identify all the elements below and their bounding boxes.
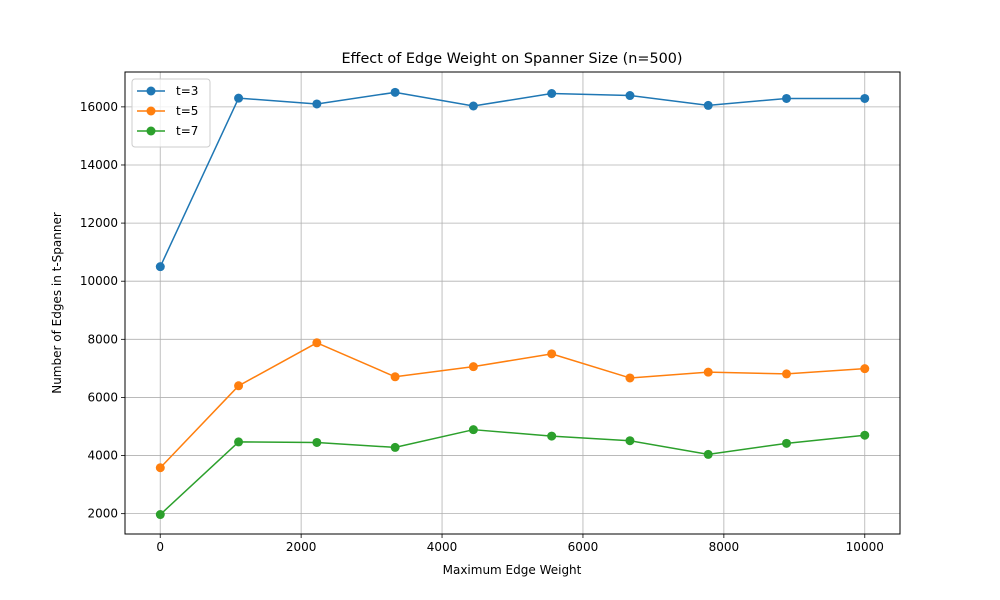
- data-point: [703, 449, 713, 459]
- data-point: [547, 349, 557, 359]
- data-point: [625, 436, 635, 446]
- series-t-7: [155, 425, 870, 520]
- legend-item: t=7: [137, 124, 198, 138]
- legend-label: t=5: [176, 104, 198, 118]
- data-point: [312, 338, 322, 348]
- data-point: [312, 437, 322, 447]
- data-point: [155, 262, 165, 272]
- series-t-3: [155, 87, 870, 272]
- y-tick-label: 12000: [80, 216, 118, 230]
- x-tick-label: 2000: [286, 540, 317, 554]
- legend-marker: [146, 126, 156, 136]
- data-point: [390, 87, 400, 97]
- legend-item: t=3: [137, 84, 198, 98]
- data-point: [703, 367, 713, 377]
- x-tick-label: 0: [156, 540, 164, 554]
- legend-label: t=3: [176, 84, 198, 98]
- data-point: [781, 369, 791, 379]
- data-point: [234, 93, 244, 103]
- legend-marker: [146, 86, 156, 96]
- series-line: [159, 428, 865, 516]
- data-point: [860, 93, 870, 103]
- y-tick-label: 14000: [80, 158, 118, 172]
- gridlines: [125, 72, 900, 534]
- plot-frame: [124, 71, 901, 535]
- x-tick-label: 10000: [846, 540, 884, 554]
- y-tick-label: 16000: [80, 100, 118, 114]
- data-point: [781, 93, 791, 103]
- x-tick-label: 8000: [709, 540, 740, 554]
- data-point: [155, 463, 165, 473]
- data-point: [547, 431, 557, 441]
- series-t-5: [155, 338, 870, 473]
- data-point: [860, 430, 870, 440]
- data-point: [625, 91, 635, 101]
- legend-item: t=5: [137, 104, 198, 118]
- x-axis-title: Maximum Edge Weight: [443, 563, 582, 577]
- data-point: [468, 101, 478, 111]
- data-point: [703, 100, 713, 110]
- data-point: [390, 442, 400, 452]
- chart-title: Effect of Edge Weight on Spanner Size (n…: [341, 51, 682, 67]
- data-point: [155, 510, 165, 520]
- y-tick-label: 8000: [87, 332, 118, 346]
- data-point: [234, 381, 244, 391]
- legend-label: t=7: [176, 124, 198, 138]
- data-point: [860, 364, 870, 374]
- y-axis-title: Number of Edges in t-Spanner: [50, 212, 64, 394]
- data-point: [781, 438, 791, 448]
- y-tick-label: 2000: [87, 507, 118, 521]
- data-point: [468, 425, 478, 435]
- legend-marker: [146, 106, 156, 116]
- data-point: [390, 372, 400, 382]
- y-tick-label: 10000: [80, 274, 118, 288]
- y-tick-label: 6000: [87, 390, 118, 404]
- data-point: [468, 362, 478, 372]
- series-group: [155, 87, 870, 520]
- x-tick-label: 6000: [568, 540, 599, 554]
- series-line: [159, 342, 865, 469]
- legend: t=3 t=5 t=7: [131, 78, 211, 148]
- series-line: [159, 91, 865, 267]
- axis-ticks: 0 2000 4000 6000 8000 10000 2000 4000 6000 8000 10…: [80, 100, 884, 554]
- data-point: [547, 89, 557, 99]
- data-point: [625, 373, 635, 383]
- data-point: [234, 437, 244, 447]
- y-tick-label: 4000: [87, 449, 118, 463]
- data-point: [312, 99, 322, 109]
- x-tick-label: 4000: [427, 540, 458, 554]
